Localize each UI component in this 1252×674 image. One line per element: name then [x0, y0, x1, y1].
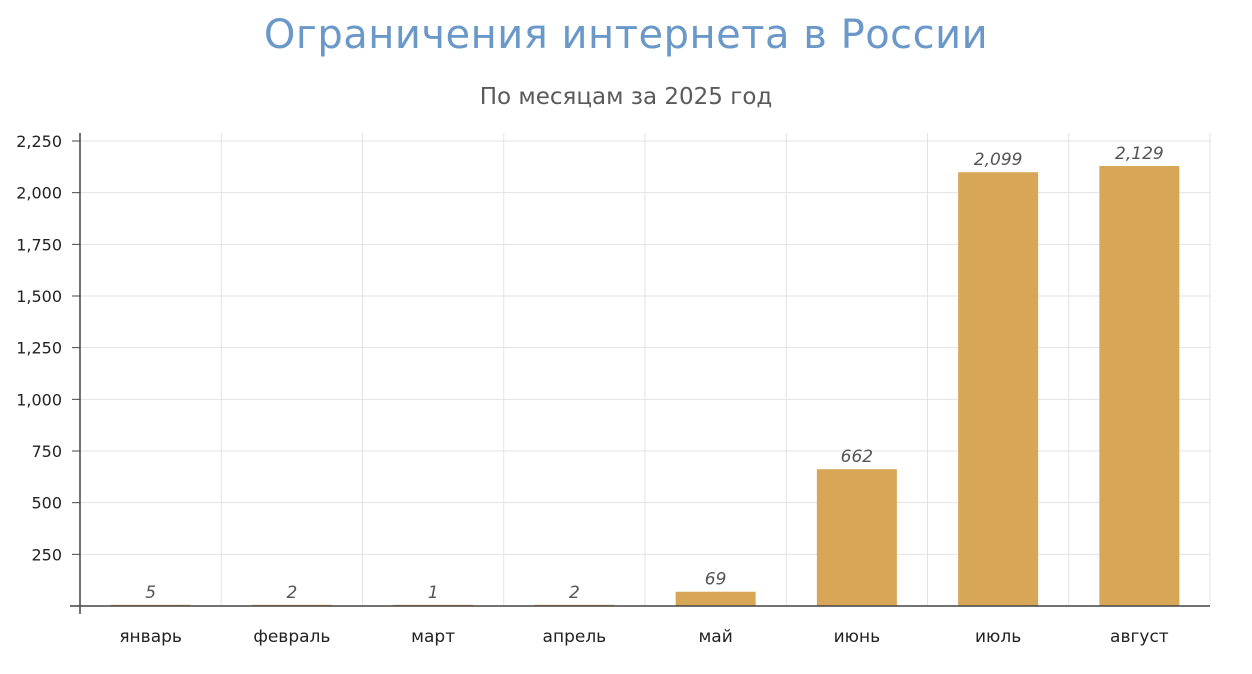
data-label: 2 — [286, 583, 297, 603]
data-label: 2,099 — [974, 150, 1023, 170]
y-tick-label: 2,000 — [16, 184, 62, 203]
chart-subtitle: По месяцам за 2025 год — [479, 84, 773, 110]
x-category-label: март — [411, 627, 455, 647]
grid-lines — [80, 133, 1211, 606]
y-tick-label: 750 — [31, 442, 62, 461]
x-category-label: июль — [975, 627, 1021, 647]
x-category-label: июнь — [834, 627, 881, 647]
data-label: 69 — [705, 570, 727, 590]
data-label: 2 — [569, 583, 580, 603]
x-category-label: апрель — [543, 627, 607, 647]
x-category-label: январь — [119, 627, 182, 647]
y-tick-label: 1,000 — [16, 390, 62, 409]
y-tick-label: 2,250 — [16, 132, 62, 151]
y-tick-label: 1,250 — [16, 339, 62, 358]
data-label: 662 — [841, 447, 873, 467]
bar-7 — [1099, 166, 1180, 607]
x-category-label: май — [698, 627, 732, 647]
y-tick-label: 1,500 — [16, 287, 62, 306]
bar-6 — [958, 172, 1039, 606]
data-label: 2,129 — [1115, 144, 1164, 164]
data-label: 5 — [145, 583, 156, 603]
bars — [110, 166, 1180, 607]
bar-5 — [816, 469, 897, 606]
labels: 250 500 750 1,000 1,250 1,500 1,750 2,000 2,250 5… — [16, 132, 1169, 647]
x-category-label: февраль — [253, 627, 330, 647]
y-tick-label: 1,750 — [16, 235, 62, 254]
data-label: 1 — [428, 583, 439, 603]
x-category-label: август — [1110, 627, 1169, 647]
y-tick-label: 500 — [31, 494, 62, 513]
y-tick-label: 250 — [31, 545, 62, 564]
chart-title: Ограничения интернета в России — [263, 12, 989, 58]
axes — [70, 133, 1210, 614]
bar-4 — [675, 591, 756, 606]
